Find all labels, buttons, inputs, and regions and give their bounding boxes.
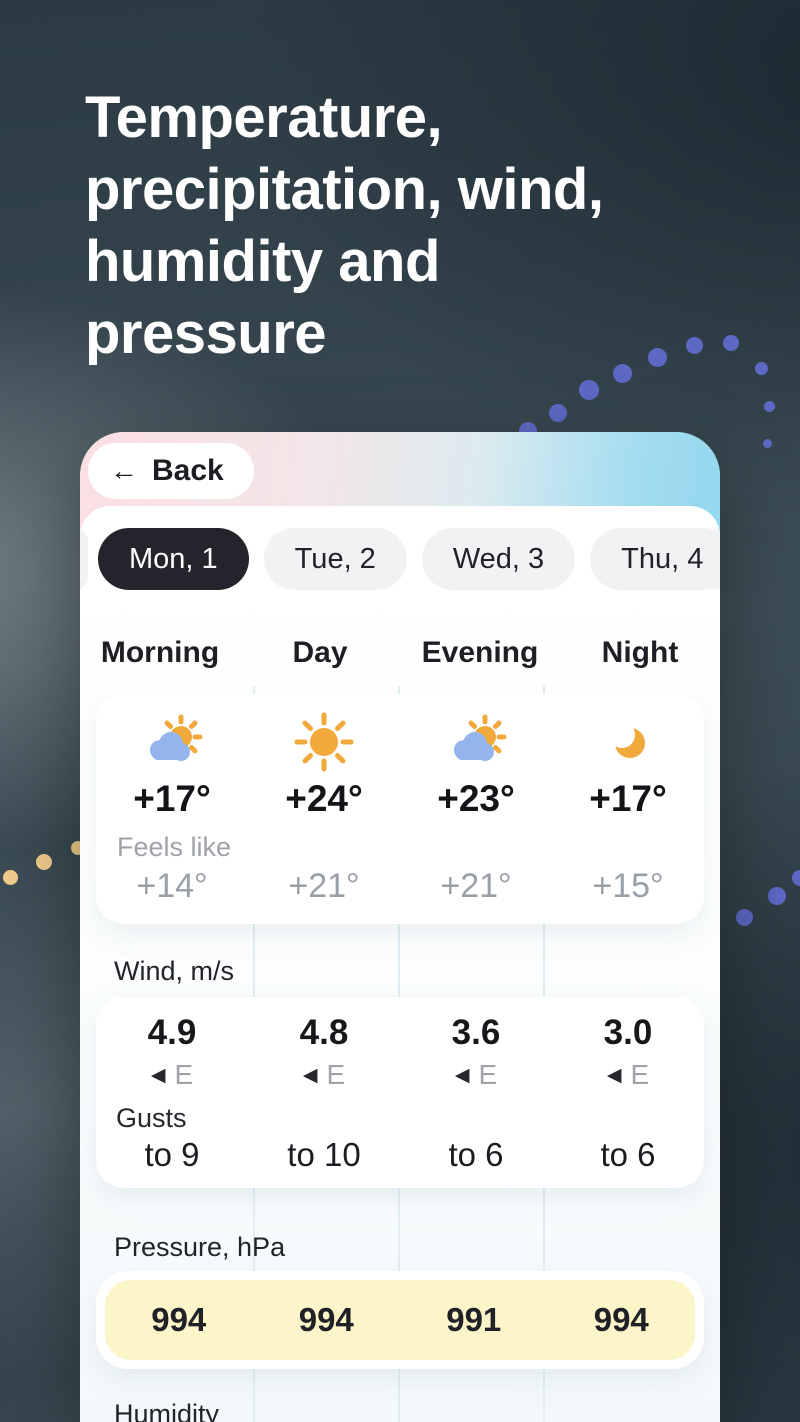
humidity-section-label: Humidity <box>114 1399 220 1422</box>
partly-cloudy-icon <box>454 714 507 761</box>
header-day: Day <box>292 636 348 669</box>
blue-dot <box>613 364 632 383</box>
wind-evening: 3.6 <box>451 1013 501 1052</box>
blue-dot <box>792 870 800 886</box>
header-night: Night <box>601 636 679 669</box>
gust-morning: to 9 <box>144 1136 200 1173</box>
tab-tue-2[interactable]: Tue, 2 <box>263 528 407 590</box>
wind-direction-arrow-icon: ◀ <box>454 1064 470 1086</box>
wind-section-label: Wind, m/s <box>114 956 235 986</box>
temp-night: +17° <box>589 778 667 819</box>
feels-night: +15° <box>592 867 664 905</box>
hero-title-line: precipitation, wind, <box>85 157 604 222</box>
pressure-evening: 991 <box>446 1301 502 1338</box>
blue-dot <box>686 337 703 354</box>
wind-direction-letter: E <box>326 1059 346 1090</box>
clear-night-moon-icon <box>609 722 645 758</box>
wind-card: 4.9 4.8 3.6 3.0 ◀ E ◀ E ◀ E ◀ E Gusts to 9 t… <box>96 997 704 1188</box>
wind-night: 3.0 <box>603 1013 653 1052</box>
pressure-day: 994 <box>298 1301 354 1338</box>
yellow-dot <box>36 854 52 870</box>
weather-icons-row <box>96 710 704 774</box>
temperature-card: +17° +24° +23° +17° Feels like +14° +21°… <box>96 694 704 924</box>
pressure-morning: 994 <box>151 1301 207 1338</box>
pressure-card: 994 994 991 994 <box>96 1271 704 1369</box>
back-arrow-icon: ← <box>110 455 138 486</box>
tab-thu-4[interactable]: Thu, 4 <box>590 528 720 590</box>
wind-direction-arrow-icon: ◀ <box>302 1064 318 1086</box>
wind-day: 4.8 <box>299 1013 349 1052</box>
hero-title: Temperature, precipitation, wind, humidi… <box>85 82 745 370</box>
gust-night: to 6 <box>600 1136 656 1173</box>
blue-dot <box>736 909 753 926</box>
wind-direction-letter: E <box>478 1059 498 1090</box>
time-of-day-headers: Morning Day Evening Night <box>80 636 720 670</box>
blue-dot <box>579 380 599 400</box>
day-tabs: Mon, 1 Tue, 2 Wed, 3 Thu, 4 <box>80 528 720 590</box>
pressure-highlight-pill: 994 994 991 994 <box>105 1280 695 1360</box>
partly-cloudy-icon <box>150 714 203 761</box>
blue-dot <box>755 362 768 375</box>
tab-wed-3[interactable]: Wed, 3 <box>421 528 576 590</box>
temp-morning: +17° <box>133 778 211 819</box>
hero-title-line: pressure <box>85 301 327 366</box>
back-button-label: Back <box>152 454 224 487</box>
wind-directions-row: ◀ E ◀ E ◀ E ◀ E <box>96 1059 704 1091</box>
temp-evening: +23° <box>437 778 515 819</box>
blue-dot <box>764 401 775 412</box>
weather-app-screenshot: ← Back Mon, 1 Tue, 2 Wed, 3 Thu, 4 Morni… <box>80 432 720 1422</box>
blue-dot <box>768 887 786 905</box>
temp-day: +24° <box>285 778 363 819</box>
forecast-scroll-area[interactable]: Mon, 1 Tue, 2 Wed, 3 Thu, 4 Morning Day … <box>80 506 720 1422</box>
pressure-night: 994 <box>593 1301 649 1338</box>
feels-day: +21° <box>288 867 360 905</box>
tab-next-partial[interactable] <box>704 528 720 590</box>
hero-title-line: Temperature, <box>85 85 443 150</box>
temperature-values-row: +17° +24° +23° +17° <box>96 778 704 820</box>
gusts-label: Gusts <box>116 1103 187 1133</box>
wind-morning: 4.9 <box>147 1013 197 1052</box>
gust-evening: to 6 <box>448 1136 504 1173</box>
tab-mon-1[interactable]: Mon, 1 <box>98 528 249 590</box>
header-morning: Morning <box>100 636 220 669</box>
feels-morning: +14° <box>136 867 208 905</box>
gust-day: to 10 <box>287 1136 361 1173</box>
feels-like-values-row: +14° +21° +21° +15° <box>96 867 704 906</box>
blue-dot <box>648 348 667 367</box>
pressure-section-label: Pressure, hPa <box>114 1232 286 1262</box>
wind-direction-arrow-icon: ◀ <box>606 1064 622 1086</box>
blue-dot <box>763 439 772 448</box>
blue-dot <box>723 335 739 351</box>
tab-previous-partial[interactable] <box>80 528 88 590</box>
feels-like-label: Feels like <box>117 832 232 862</box>
wind-direction-letter: E <box>630 1059 650 1090</box>
header-evening: Evening <box>421 636 539 669</box>
blue-dot <box>549 404 567 422</box>
yellow-dot <box>3 870 18 885</box>
gusts-values-row: to 9 to 10 to 6 to 6 <box>96 1136 704 1174</box>
feels-evening: +21° <box>440 867 512 905</box>
back-button[interactable]: ← Back <box>88 443 254 499</box>
wind-direction-letter: E <box>174 1059 194 1090</box>
sunny-icon <box>294 712 354 772</box>
wind-values-row: 4.9 4.8 3.6 3.0 <box>96 1013 704 1053</box>
wind-direction-arrow-icon: ◀ <box>150 1064 166 1086</box>
hero-title-line: humidity and <box>85 229 440 294</box>
